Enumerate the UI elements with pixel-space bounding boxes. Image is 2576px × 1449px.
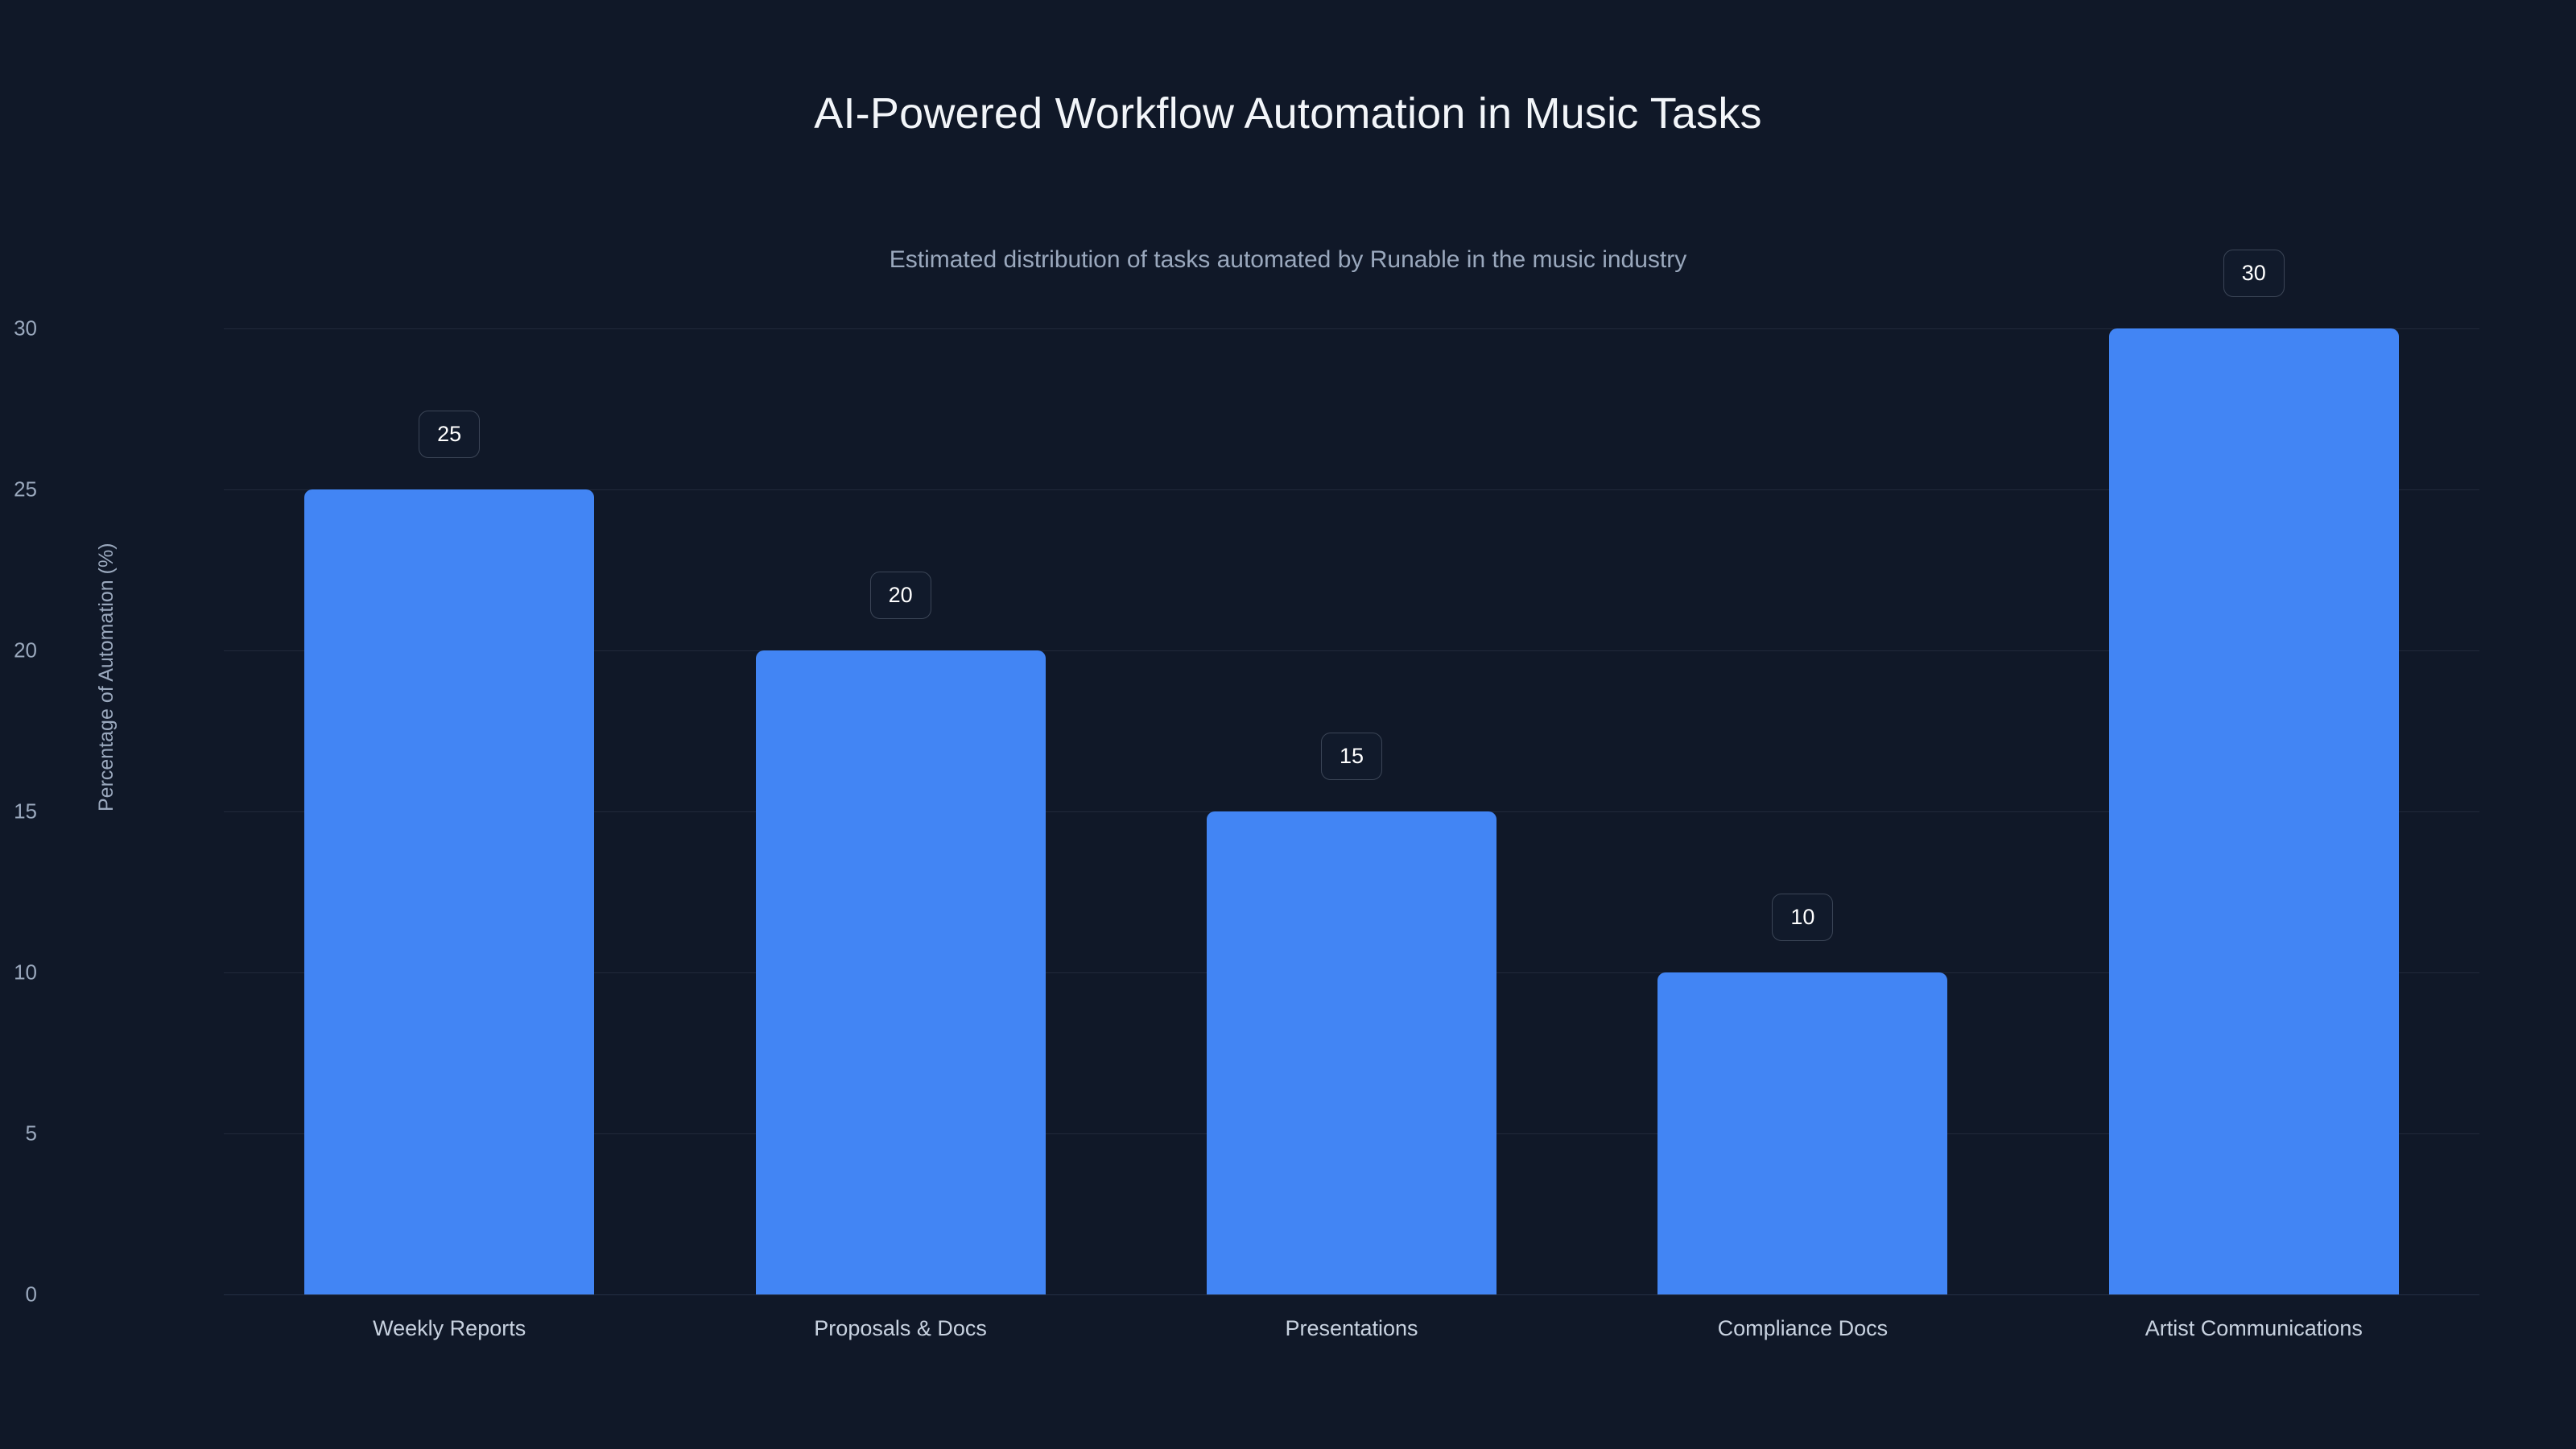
bar[interactable] [755, 650, 1046, 1294]
chart-subtitle: Estimated distribution of tasks automate… [889, 246, 1687, 273]
gridline [224, 1294, 2479, 1295]
x-tick-label: Proposals & Docs [814, 1316, 987, 1340]
x-tick-label: Artist Communications [2145, 1316, 2363, 1340]
y-axis-title: Percentage of Automation (%) [95, 543, 118, 811]
bar-value-badge: 20 [869, 572, 931, 619]
chart-title: AI-Powered Workflow Automation in Music … [814, 89, 1762, 138]
bar-value-badge: 10 [1772, 894, 1834, 941]
plot-area [224, 328, 2479, 1295]
y-tick-label: 10 [14, 960, 37, 985]
bar-value-badge: 30 [2223, 250, 2285, 297]
y-tick-label: 0 [25, 1282, 37, 1307]
x-tick-label: Presentations [1285, 1316, 1418, 1340]
bar-value-badge: 25 [419, 411, 481, 458]
bar[interactable] [2108, 328, 2399, 1294]
bar[interactable] [1207, 811, 1496, 1294]
gridline [224, 650, 2479, 651]
bar-value-badge: 15 [1320, 733, 1383, 780]
y-tick-label: 5 [25, 1121, 37, 1146]
x-tick-label: Weekly Reports [373, 1316, 526, 1340]
y-tick-label: 20 [14, 638, 37, 663]
y-tick-label: 25 [14, 477, 37, 502]
y-tick-label: 15 [14, 799, 37, 824]
x-tick-label: Compliance Docs [1717, 1316, 1889, 1340]
y-tick-label: 30 [14, 316, 37, 341]
gridline [224, 489, 2479, 490]
gridline [224, 328, 2479, 329]
bar[interactable] [1657, 972, 1948, 1294]
bar[interactable] [304, 489, 595, 1294]
